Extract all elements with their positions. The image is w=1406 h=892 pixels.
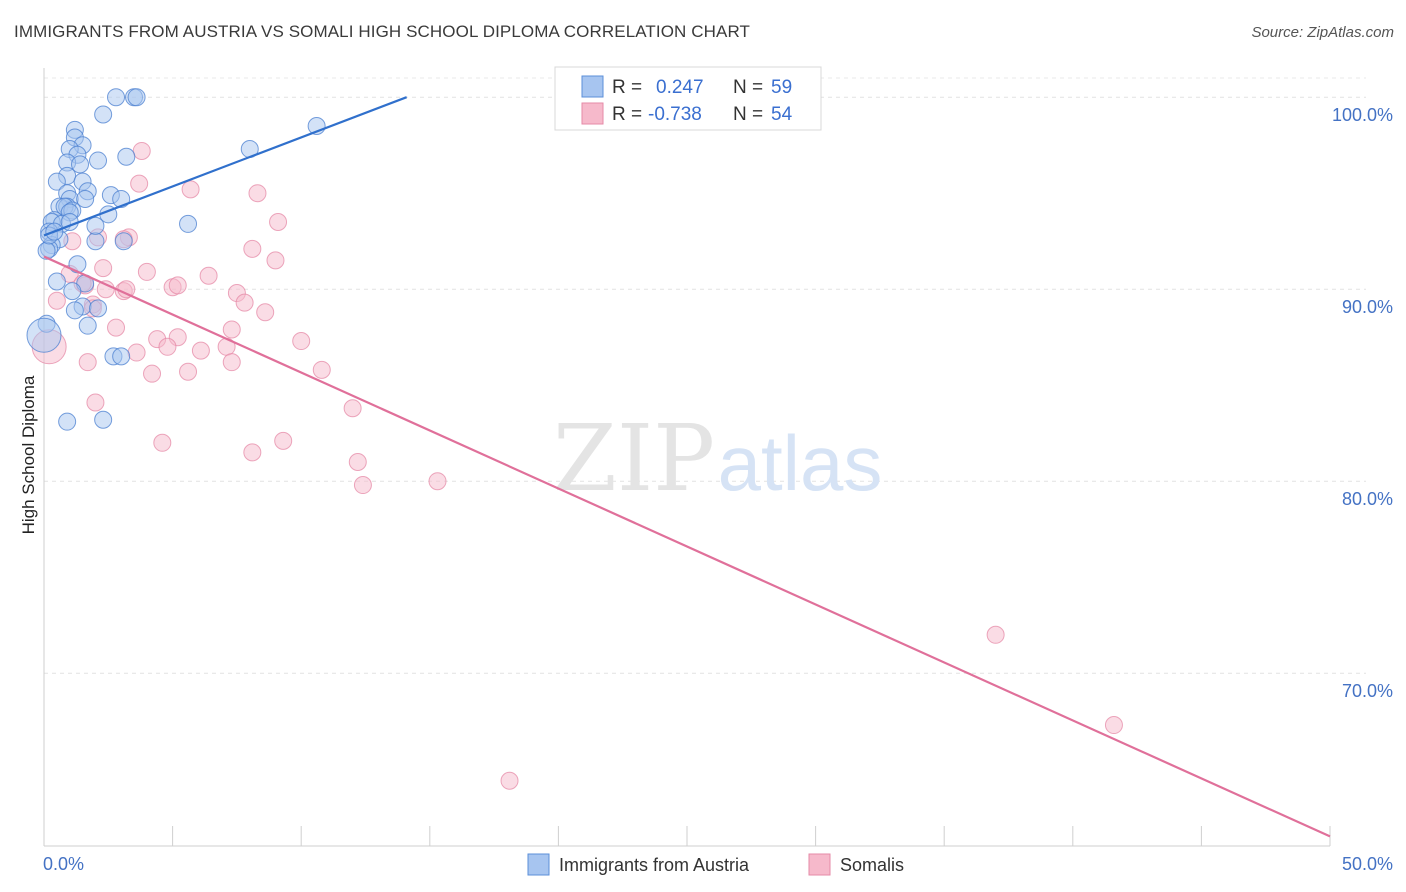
austria-point-20 xyxy=(76,189,95,208)
somalis-point-47 xyxy=(428,472,447,491)
watermark-zip: ZIP xyxy=(553,405,715,512)
axes xyxy=(43,68,1331,847)
somalis-point-38 xyxy=(179,362,198,381)
austria-point-10 xyxy=(89,151,108,170)
somalis-point-25 xyxy=(107,318,126,337)
somalis-point-44 xyxy=(243,443,262,462)
y-tick-label-3: 100.0% xyxy=(1332,105,1393,125)
x-tick-labels: 0.0% 50.0% xyxy=(43,854,1393,874)
legend-n-label-somalis: N = xyxy=(733,104,763,125)
austria-point-12 xyxy=(71,155,90,174)
somalis-point-40 xyxy=(86,393,105,412)
somalis-point-35 xyxy=(78,353,97,372)
austria-point-2 xyxy=(127,88,146,107)
somalis-point-43 xyxy=(274,431,293,450)
austria-point-54 xyxy=(94,410,113,429)
legend-swatch-austria xyxy=(581,75,604,98)
somalis-point-46 xyxy=(353,476,372,495)
austria-point-21 xyxy=(112,189,131,208)
austria-point-35 xyxy=(86,232,105,251)
somalis-point-31 xyxy=(158,337,177,356)
somalis-point-2 xyxy=(181,180,200,199)
somalis-point-23 xyxy=(235,293,254,312)
austria-points xyxy=(26,88,326,431)
austria-point-48 xyxy=(78,316,97,335)
somalis-point-18 xyxy=(168,276,187,295)
legend-r-value-austria: 0.247 xyxy=(656,77,704,98)
y-axis-label: High School Diploma xyxy=(19,375,38,534)
y-tick-labels: 70.0% 80.0% 90.0% 100.0% xyxy=(1332,105,1393,701)
austria-point-52 xyxy=(112,347,131,366)
somalis-point-32 xyxy=(191,341,210,360)
x-tick-label-1: 50.0% xyxy=(1342,854,1393,874)
somalis-point-11 xyxy=(94,259,113,278)
somalis-point-45 xyxy=(348,453,367,471)
legend-bottom-swatch-somalis xyxy=(808,853,831,876)
austria-point-31 xyxy=(179,214,198,233)
legend-bottom-label-somalis: Somalis xyxy=(840,855,904,875)
legend-series: Immigrants from Austria Somalis xyxy=(527,853,904,876)
austria-point-47 xyxy=(65,301,84,320)
legend-stats: R = 0.247 N = 59 R = -0.738 N = 54 xyxy=(554,66,822,131)
y-tick-label-1: 80.0% xyxy=(1342,489,1393,509)
somalis-point-41 xyxy=(343,399,362,418)
somalis-point-21 xyxy=(47,291,66,310)
legend-n-label-austria: N = xyxy=(733,77,763,98)
austria-point-53 xyxy=(58,412,77,431)
austria-point-42 xyxy=(47,272,66,291)
somalis-point-48 xyxy=(986,625,1005,644)
legend-bottom-label-austria: Immigrants from Austria xyxy=(559,855,750,875)
austria-point-3 xyxy=(94,105,113,124)
legend-n-value-austria: 59 xyxy=(771,77,792,98)
y-tick-label-2: 90.0% xyxy=(1342,297,1393,317)
somalis-point-14 xyxy=(199,266,218,285)
somalis-point-10 xyxy=(266,251,285,270)
grid xyxy=(44,77,1366,674)
legend-r-value-somalis: -0.738 xyxy=(648,104,702,125)
somalis-point-37 xyxy=(143,364,162,383)
somalis-point-9 xyxy=(243,239,262,258)
somalis-point-0 xyxy=(132,141,151,160)
legend-n-value-somalis: 54 xyxy=(771,104,793,125)
somalis-point-50 xyxy=(500,771,519,790)
somalis-point-3 xyxy=(248,184,267,203)
somalis-trend-line xyxy=(43,255,1331,838)
somalis-point-34 xyxy=(127,343,146,362)
somalis-point-30 xyxy=(292,332,311,351)
x-tick-label-0: 0.0% xyxy=(43,854,84,874)
trend-lines xyxy=(43,96,1331,838)
austria-point-0 xyxy=(107,88,126,107)
source-label: Source: ZipAtlas.com xyxy=(1251,24,1394,41)
austria-point-46 xyxy=(89,299,108,318)
austria-point-50 xyxy=(26,317,62,353)
somalis-point-24 xyxy=(256,303,275,322)
austria-point-9 xyxy=(117,147,136,166)
austria-point-14 xyxy=(47,172,66,191)
austria-point-41 xyxy=(68,255,87,274)
legend-bottom-swatch-austria xyxy=(527,853,550,876)
watermark-atlas: atlas xyxy=(718,419,883,507)
legend-r-label-somalis: R = xyxy=(612,104,642,125)
austria-point-37 xyxy=(86,216,105,235)
chart-title: IMMIGRANTS FROM AUSTRIA VS SOMALI HIGH S… xyxy=(14,22,750,41)
somalis-point-13 xyxy=(137,262,156,281)
austria-point-36 xyxy=(114,232,133,251)
somalis-point-42 xyxy=(153,433,172,452)
somalis-point-26 xyxy=(222,320,241,339)
somalis-point-39 xyxy=(312,360,331,379)
legend-swatch-somalis xyxy=(581,102,604,125)
y-tick-label-0: 70.0% xyxy=(1342,681,1393,701)
austria-point-44 xyxy=(63,282,82,301)
somalis-point-49 xyxy=(1104,716,1123,735)
watermark: ZIP atlas xyxy=(553,405,882,512)
somalis-point-1 xyxy=(130,174,149,193)
somalis-point-4 xyxy=(269,213,288,231)
somalis-point-36 xyxy=(222,353,241,372)
legend-r-label-austria: R = xyxy=(612,77,642,98)
austria-trend-line xyxy=(43,96,408,237)
